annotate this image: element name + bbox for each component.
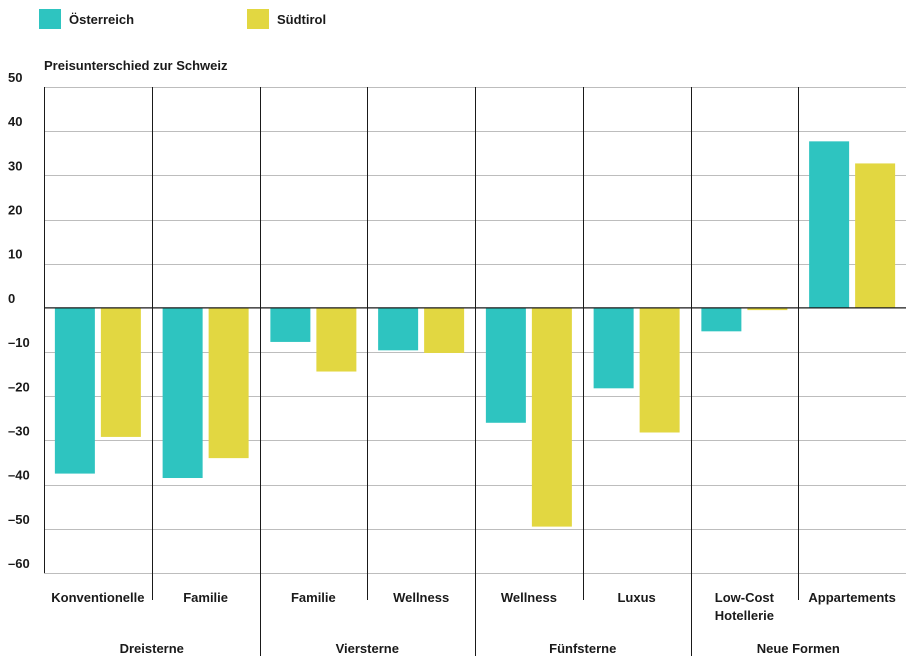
category-label-7: Low-Cost xyxy=(715,590,775,605)
y-tick-label: 40 xyxy=(8,114,22,129)
legend-item-suedtirol: Südtirol xyxy=(247,8,326,30)
y-tick-label: –30 xyxy=(8,423,30,438)
bar-sudtirol-7 xyxy=(747,307,788,311)
y-tick-label: 0 xyxy=(8,291,15,306)
group-label-funfsterne: Fünfsterne xyxy=(549,641,616,656)
group-label-neue-formen: Neue Formen xyxy=(757,641,840,656)
bar-sudtirol-8 xyxy=(855,163,896,308)
group-label-viersterne: Viersterne xyxy=(336,641,399,656)
y-axis-label: Preisunterschied zur Schweiz xyxy=(44,58,228,73)
y-tick-labels: 50 40 30 20 10 0 –10 –20 –30 –40 –50 –60 xyxy=(8,70,30,571)
y-tick-label: 30 xyxy=(8,158,22,173)
category-label-1: Konventionelle xyxy=(51,590,144,605)
y-tick-label: 50 xyxy=(8,70,22,85)
bar-osterreich-6 xyxy=(593,307,634,389)
bar-osterreich-7 xyxy=(701,307,742,332)
bar-sudtirol-5 xyxy=(531,307,572,527)
bar-osterreich-3 xyxy=(270,307,311,342)
category-labels: Konventionelle Familie Familie Wellness Well… xyxy=(51,590,896,623)
category-label-2: Familie xyxy=(183,590,228,605)
y-tick-label: –20 xyxy=(8,379,30,394)
bar-sudtirol-6 xyxy=(639,307,680,433)
legend-item-oesterreich: Österreich xyxy=(39,8,134,30)
category-label-8: Appartements xyxy=(808,590,895,605)
bar-sudtirol-3 xyxy=(316,307,357,372)
y-tick-label: –50 xyxy=(8,512,30,527)
bar-osterreich-5 xyxy=(485,307,526,423)
y-tick-label: –60 xyxy=(8,556,30,571)
group-label-dreisterne: Dreisterne xyxy=(120,641,184,656)
category-label-4: Wellness xyxy=(393,590,449,605)
category-label-3: Familie xyxy=(291,590,336,605)
legend-swatch-suedtirol xyxy=(247,9,269,29)
category-label-5: Wellness xyxy=(501,590,557,605)
category-label-7: Hotellerie xyxy=(715,608,774,623)
group-labels: Dreisterne Viersterne Fünfsterne Neue Forme… xyxy=(120,641,840,656)
bar-sudtirol-2 xyxy=(208,307,249,459)
bar-osterreich-8 xyxy=(809,141,850,308)
bar-sudtirol-1 xyxy=(100,307,141,437)
bar-osterreich-4 xyxy=(378,307,419,351)
bar-osterreich-1 xyxy=(54,307,95,474)
bar-osterreich-2 xyxy=(162,307,203,479)
legend-label-suedtirol: Südtirol xyxy=(277,11,327,27)
y-tick-label: 10 xyxy=(8,247,22,262)
y-tick-label: –10 xyxy=(8,335,30,350)
separators xyxy=(44,87,906,656)
y-tick-label: –40 xyxy=(8,468,30,483)
legend-label-oesterreich: Österreich xyxy=(69,11,135,27)
legend-swatch-oesterreich xyxy=(39,9,61,29)
bar-sudtirol-4 xyxy=(424,307,465,353)
bars xyxy=(54,141,896,527)
category-label-6: Luxus xyxy=(617,590,655,605)
y-tick-label: 20 xyxy=(8,203,22,218)
